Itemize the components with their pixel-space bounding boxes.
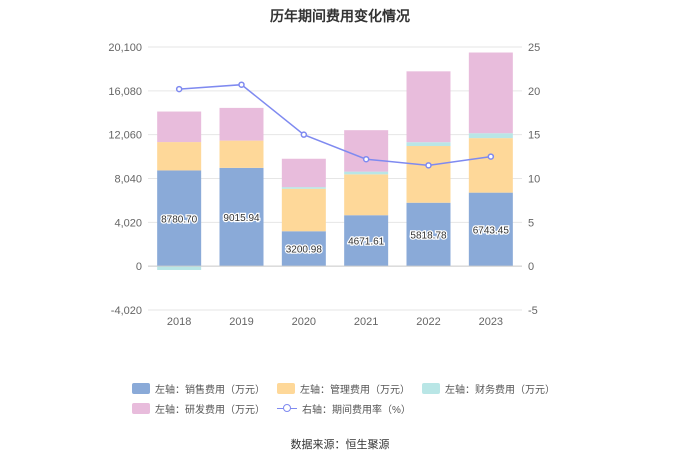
grid-lines xyxy=(148,46,522,311)
bar-segment xyxy=(157,266,202,270)
legend-item-finance[interactable]: 左轴：财务费用（万元） xyxy=(422,381,555,396)
bar-segment xyxy=(406,146,451,203)
bar-segment xyxy=(468,133,513,139)
bar-value-label: 9015.94 xyxy=(223,213,260,224)
legend-swatch-rnd xyxy=(132,402,150,414)
bar-segment xyxy=(281,158,326,188)
bar-segment xyxy=(344,171,389,175)
x-tick-label: 2023 xyxy=(479,316,503,328)
bar-segment xyxy=(281,231,326,267)
legend-swatch-sales xyxy=(132,382,150,394)
legend-label-sales: 左轴：销售费用（万元） xyxy=(155,384,265,396)
legend-label-rate: 右轴：期间费用率（%） xyxy=(302,404,411,416)
legend-item-admin[interactable]: 左轴：管理费用（万元） xyxy=(277,381,410,396)
rate-line-path xyxy=(179,83,491,167)
bar-value-label: 5818.78 xyxy=(410,230,447,241)
right-tick-label: 25 xyxy=(528,42,540,54)
left-tick-label: 20,100 xyxy=(108,42,142,54)
chart-title: 历年期间费用变化情况 xyxy=(270,8,410,24)
bar-segment xyxy=(219,167,264,267)
bar-segment xyxy=(406,142,451,147)
left-tick-label: 12,060 xyxy=(108,130,142,142)
bar-value-labels: 8780.70 9015.94 3200.98 4671.61 5818.78 6743.… xyxy=(160,212,511,257)
rate-point xyxy=(238,81,245,88)
rate-point xyxy=(300,131,308,138)
left-tick-label: -4,020 xyxy=(111,305,142,317)
rate-line xyxy=(175,81,495,169)
x-tick-label: 2021 xyxy=(354,316,378,328)
right-tick-label: 15 xyxy=(528,130,540,142)
legend-label-rnd: 左轴：研发费用（万元） xyxy=(155,404,265,416)
bar-segment xyxy=(157,111,202,143)
bar-segment xyxy=(406,71,451,143)
legend-label-finance: 左轴：财务费用（万元） xyxy=(445,384,555,396)
right-tick-label: 0 xyxy=(528,261,534,273)
right-tick-label: 20 xyxy=(528,86,540,98)
bar-segment xyxy=(344,130,389,172)
legend-item-rate[interactable]: 右轴：期间费用率（%） xyxy=(277,401,411,416)
x-tick-label: 2018 xyxy=(167,316,191,328)
left-tick-label: 0 xyxy=(136,261,142,273)
rate-point xyxy=(425,162,432,169)
bar-value-label: 4671.61 xyxy=(348,237,385,248)
legend-line-rate-icon xyxy=(277,403,297,414)
rate-point xyxy=(175,85,183,93)
bar-segment xyxy=(281,188,326,232)
legend-swatch-admin xyxy=(277,382,295,394)
bar-segment xyxy=(219,140,264,168)
legend-swatch-finance xyxy=(422,382,440,394)
bar-segment xyxy=(157,170,202,267)
bar-segment xyxy=(344,174,389,216)
stacked-bars xyxy=(157,52,513,270)
bar-segment xyxy=(157,142,202,171)
x-tick-label: 2020 xyxy=(292,316,316,328)
legend: 左轴：销售费用（万元） 左轴：管理费用（万元） 左轴：财务费用（万元） 左轴：研… xyxy=(132,378,562,418)
bar-segment xyxy=(468,138,513,193)
x-tick-label: 2022 xyxy=(416,316,440,328)
right-tick-label: 10 xyxy=(528,174,540,186)
bar-value-label: 3200.98 xyxy=(286,245,323,256)
left-tick-label: 8,040 xyxy=(114,174,142,186)
legend-item-sales[interactable]: 左轴：销售费用（万元） xyxy=(132,381,265,396)
right-tick-label: 5 xyxy=(528,217,534,229)
left-tick-label: 4,020 xyxy=(114,217,142,229)
bar-segment xyxy=(468,52,513,134)
x-tick-label: 2019 xyxy=(229,316,253,328)
left-tick-label: 16,080 xyxy=(108,86,142,98)
right-tick-label: -5 xyxy=(528,305,538,317)
rate-point xyxy=(362,155,370,163)
legend-label-admin: 左轴：管理费用（万元） xyxy=(300,384,410,396)
bar-value-label: 6743.45 xyxy=(473,225,510,236)
legend-item-rnd[interactable]: 左轴：研发费用（万元） xyxy=(132,401,265,416)
data-source: 数据来源：恒生聚源 xyxy=(290,439,390,451)
bar-segment xyxy=(219,107,264,141)
bar-value-label: 8780.70 xyxy=(161,214,198,225)
axes: 20,10016,08012,0608,0404,0200-4,02025201… xyxy=(108,42,540,328)
bar-segment xyxy=(281,187,326,189)
bar-segment xyxy=(468,192,513,267)
bar-segment xyxy=(406,202,451,267)
bar-segment xyxy=(344,215,389,267)
rate-point xyxy=(487,153,495,160)
